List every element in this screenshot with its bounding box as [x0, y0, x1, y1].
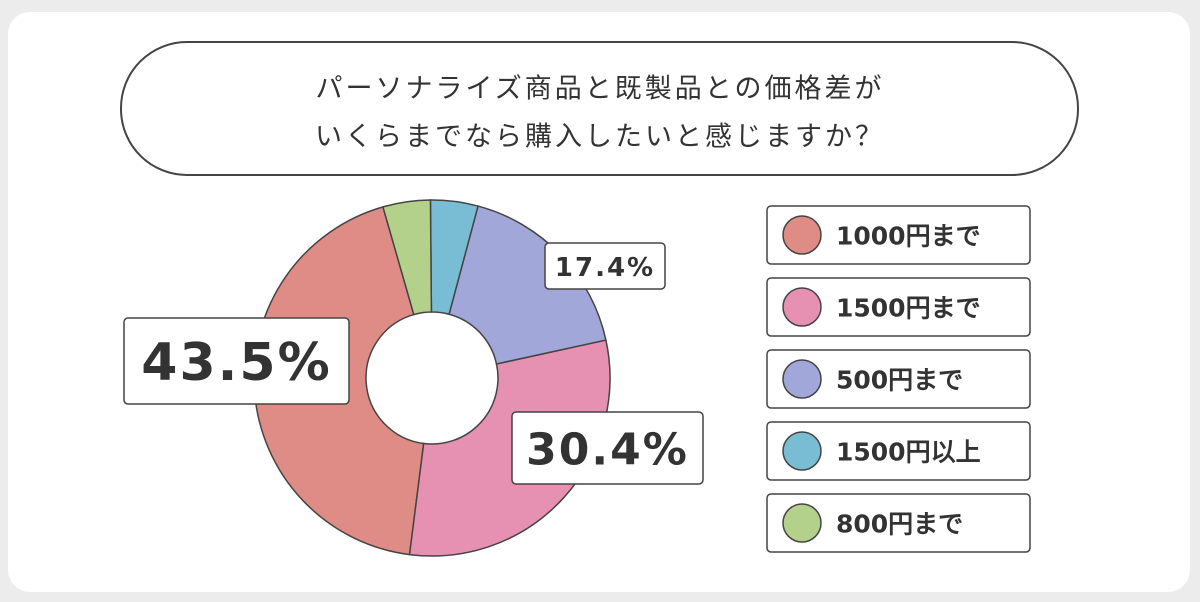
legend-box — [766, 277, 1031, 337]
legend-swatch — [782, 359, 822, 399]
data-label: 30.4% — [526, 425, 689, 476]
data-label: 17.4% — [555, 253, 655, 283]
label-box — [123, 317, 350, 405]
legend-label: 500円まで — [836, 366, 963, 395]
legend-box — [766, 349, 1031, 409]
chart-title: パーソナライズ商品と既製品との価格差が — [316, 74, 885, 105]
legend-swatch — [782, 215, 822, 255]
data-label: 43.5% — [141, 333, 331, 393]
title-pill — [120, 41, 1079, 176]
label-box — [544, 242, 666, 290]
legend-swatch — [782, 287, 822, 327]
legend-label: 800円まで — [836, 510, 963, 539]
legend-box — [766, 493, 1031, 553]
slice — [408, 339, 611, 557]
slice — [448, 205, 607, 365]
legend-label: 1500円以上 — [836, 438, 981, 467]
chart-title: いくらまでなら購入したいと感じますか？ — [315, 122, 885, 153]
label-box — [511, 411, 704, 485]
legend-swatch — [782, 431, 822, 471]
legend-box — [766, 205, 1031, 265]
slice — [382, 199, 433, 316]
legend-swatch — [782, 503, 822, 543]
legend-box — [766, 421, 1031, 481]
legend-label: 1500円まで — [836, 294, 981, 323]
legend-label: 1000円まで — [836, 222, 981, 251]
